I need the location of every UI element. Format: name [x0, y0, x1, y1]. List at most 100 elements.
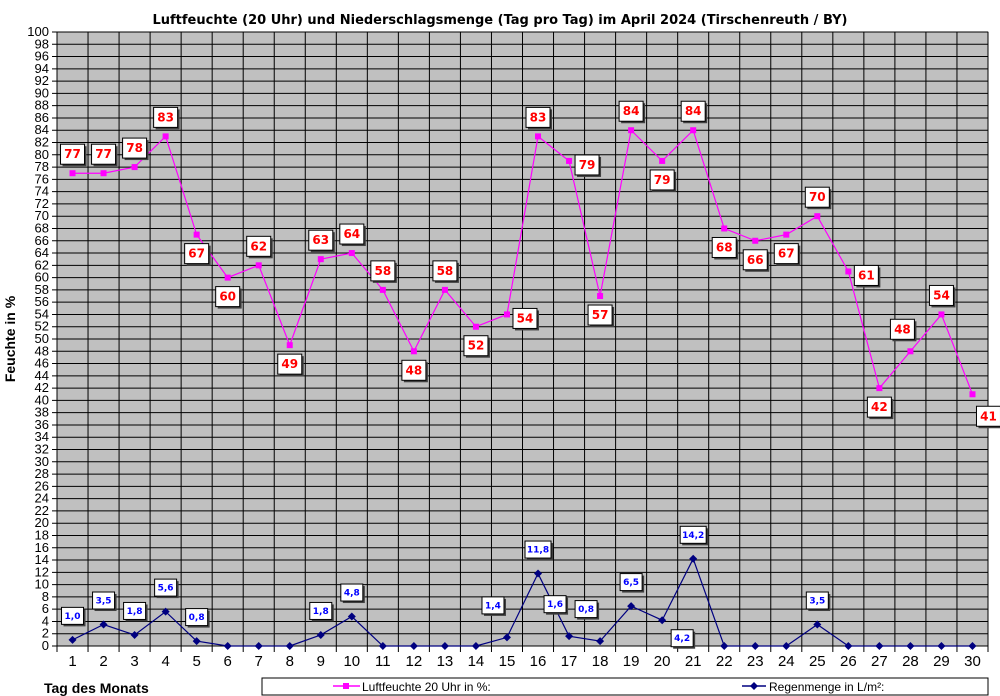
rain-point [409, 642, 418, 650]
label-text: 84 [685, 104, 702, 118]
label-box [866, 396, 892, 418]
label-box [401, 359, 427, 381]
humidity-point [317, 256, 324, 263]
humidity-point [938, 311, 945, 318]
legend-humidity-label: Luftfeuchte 20 Uhr in %: [362, 680, 491, 694]
y-tick-label: 26 [35, 478, 49, 493]
label-box [215, 286, 241, 308]
y-tick-label: 12 [35, 564, 49, 579]
label-box [60, 143, 86, 165]
x-tick-label: 17 [561, 653, 578, 670]
rain-point [565, 632, 574, 641]
y-tick-label: 46 [35, 356, 49, 371]
humidity-data-label: 48 [889, 318, 917, 342]
x-tick-label: 20 [654, 653, 671, 670]
y-tick-label: 0 [42, 638, 49, 653]
humidity-point [441, 286, 448, 293]
label-text: 70 [809, 190, 826, 204]
label-text: 3,5 [96, 597, 112, 607]
label-text: 42 [871, 400, 888, 414]
humidity-point [410, 348, 417, 355]
rain-data-label: 1,4 [481, 596, 506, 616]
humidity-point [193, 231, 200, 238]
rain-point [378, 642, 387, 650]
label-text: 60 [219, 290, 236, 304]
rain-point [658, 616, 667, 625]
label-box [773, 243, 799, 265]
label-text: 83 [157, 110, 174, 124]
y-tick-label: 20 [35, 515, 49, 530]
label-box [679, 525, 707, 544]
rain-point [347, 612, 356, 621]
humidity-line [72, 129, 974, 395]
rain-point [534, 569, 543, 578]
label-box [649, 169, 675, 191]
y-tick-label: 36 [35, 417, 49, 432]
label-box [742, 249, 768, 271]
label-text: 4,8 [344, 589, 360, 599]
humidity-point [348, 250, 355, 257]
humidity-point [721, 225, 728, 232]
rain-data-label: 1,6 [543, 595, 569, 615]
label-box [123, 601, 147, 620]
legend-humidity-marker [343, 683, 349, 689]
humidity-data-label: 83 [525, 106, 553, 130]
y-tick-label: 70 [35, 208, 49, 223]
humidity-data-label: 41 [975, 405, 1000, 429]
label-box [432, 260, 458, 282]
label-text: 78 [126, 141, 143, 155]
rain-point [99, 620, 108, 629]
label-text: 48 [406, 363, 423, 377]
x-tick-label: 23 [747, 653, 764, 670]
humidity-point [224, 274, 231, 281]
label-box [928, 284, 954, 306]
label-box [339, 223, 365, 245]
label-text: 4,2 [674, 634, 690, 644]
label-box [61, 606, 85, 625]
y-tick-label: 62 [35, 257, 49, 272]
rain-point [906, 642, 915, 650]
rain-point [782, 642, 791, 650]
rain-point [254, 642, 263, 650]
label-box [370, 260, 396, 282]
humidity-data-label: 49 [277, 353, 304, 377]
y-tick-label: 88 [35, 98, 49, 113]
rain-data-label: 0,8 [574, 600, 600, 620]
y-tick-label: 54 [35, 306, 49, 321]
label-text: 58 [374, 264, 391, 278]
x-tick-label: 10 [343, 653, 360, 670]
humidity-point [628, 127, 635, 134]
humidity-data-label: 68 [711, 236, 739, 260]
label-box [680, 100, 706, 122]
y-tick-label: 74 [35, 184, 49, 199]
y-tick-label: 98 [35, 36, 49, 51]
humidity-point [286, 342, 293, 349]
rain-point [285, 642, 294, 650]
y-tick-label: 4 [42, 613, 49, 628]
x-tick-label: 3 [130, 653, 138, 670]
x-tick-label: 1 [68, 653, 76, 670]
y-tick-label: 28 [35, 466, 49, 481]
rain-data-label: 1,0 [61, 606, 86, 627]
label-text: 67 [778, 247, 795, 261]
humidity-data-label: 63 [308, 229, 335, 253]
humidity-point [783, 231, 790, 238]
label-text: 63 [312, 233, 329, 247]
rain-line [72, 557, 973, 647]
label-text: 68 [716, 240, 733, 254]
label-box [587, 304, 613, 326]
x-tick-label: 24 [778, 653, 795, 670]
label-text: 67 [188, 247, 205, 261]
humidity-point [162, 133, 169, 140]
x-tick-label: 11 [375, 653, 391, 670]
y-tick-label: 14 [35, 552, 49, 567]
label-text: 64 [343, 227, 360, 241]
y-tick-label: 56 [35, 294, 49, 309]
y-tick-label: 42 [35, 380, 49, 395]
label-text: 6,5 [623, 578, 639, 588]
humidity-data-label: 67 [184, 243, 211, 266]
label-box [574, 154, 600, 176]
rain-point [875, 642, 884, 650]
y-tick-label: 32 [35, 442, 49, 457]
rain-data-label: 0,8 [185, 608, 210, 628]
